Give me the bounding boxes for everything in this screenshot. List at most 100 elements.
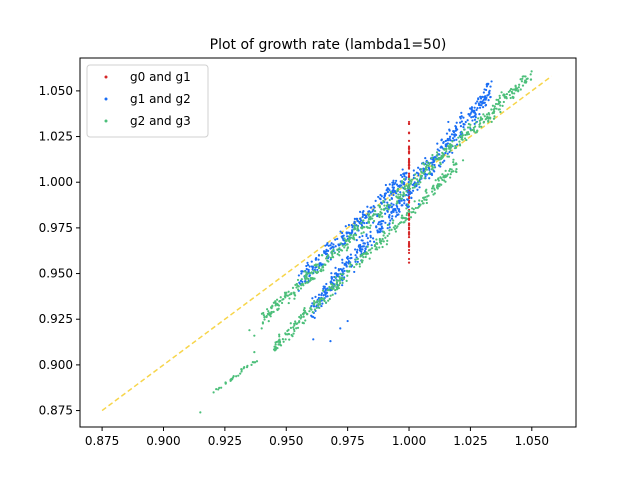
scatter-point [407,218,411,221]
scatter-point [294,294,297,297]
scatter-point [382,240,385,243]
scatter-point [300,272,303,275]
scatter-point [346,255,349,258]
scatter-point [380,212,383,215]
scatter-point [404,194,407,197]
scatter-point [482,91,485,94]
scatter-point [423,177,426,180]
scatter-point [341,284,344,287]
scatter-point [310,314,313,317]
scatter-point [407,257,411,261]
scatter-point [372,205,375,208]
scatter-point [425,161,429,164]
scatter-point [300,270,303,273]
scatter-point [407,145,411,148]
scatter-point [276,340,280,343]
legend-marker [104,75,108,79]
scatter-point [529,78,533,81]
scatter-point [353,221,356,225]
scatter-point [341,231,344,235]
scatter-point [332,246,335,249]
series-2 [199,70,533,414]
scatter-point [437,158,440,161]
scatter-point [360,250,363,253]
scatter-point [343,246,346,249]
scatter-point [414,211,417,214]
scatter-point [482,113,485,116]
scatter-point [530,70,533,73]
scatter-point [423,198,426,201]
scatter-point [496,103,500,106]
scatter-point [270,307,273,310]
scatter-point [454,133,458,137]
scatter-point [395,179,398,182]
scatter-point [313,308,317,311]
scatter-point [417,180,420,183]
scatter-point [468,107,472,110]
scatter-point [407,120,411,124]
scatter-point [292,291,295,294]
scatter-point [441,151,444,154]
scatter-point [505,97,508,100]
scatter-point [449,139,452,142]
scatter-point [481,106,485,109]
scatter-point [447,155,451,158]
scatter-point [340,249,344,252]
scatter-point [473,130,476,133]
scatter-point [311,310,314,314]
scatter-point [343,237,346,240]
scatter-point [392,209,395,213]
scatter-point [513,92,516,95]
scatter-point [407,150,411,153]
scatter-point [380,227,383,230]
scatter-point [354,258,357,261]
scatter-point [424,175,427,178]
scatter-point [317,254,321,257]
y-tick-label: 0.950 [39,267,73,281]
scatter-point [250,363,253,366]
scatter-point [405,184,408,187]
scatter-point [407,240,411,244]
scatter-point [260,327,263,330]
scatter-point [401,186,404,189]
scatter-point [451,151,454,154]
scatter-point [413,200,416,203]
scatter-point [375,246,378,249]
scatter-point [373,244,377,247]
scatter-point [381,215,384,218]
scatter-point [371,214,374,217]
scatter-point [305,280,309,284]
scatter-point [328,285,331,289]
scatter-point [382,220,385,223]
scatter-point [486,115,489,118]
scatter-point [310,308,313,311]
scatter-point [321,302,324,305]
scatter-point [524,75,527,78]
scatter-point [334,266,337,269]
scatter-point [376,229,379,232]
scatter-point [358,247,362,250]
scatter-point [330,275,333,279]
scatter-point [278,338,281,341]
scatter-point [470,116,473,119]
scatter-point [519,78,522,81]
scatter-point [333,251,336,255]
scatter-point [392,179,395,182]
scatter-point [390,228,393,231]
scatter-point [489,96,492,99]
scatter-point [488,89,491,92]
scatter-point [361,234,364,238]
scatter-point [420,171,424,174]
scatter-point [363,221,366,225]
scatter-point [452,133,456,136]
scatter-point [430,187,434,190]
legend: g0 and g1 g1 and g2 g2 and g3 [86,64,209,138]
scatter-point [403,202,406,205]
scatter-point [410,191,413,195]
scatter-point [375,226,378,229]
scatter-point [422,196,426,199]
scatter-point [474,113,477,116]
scatter-point [425,164,428,167]
scatter-point [485,113,489,116]
scatter-point [431,190,434,193]
